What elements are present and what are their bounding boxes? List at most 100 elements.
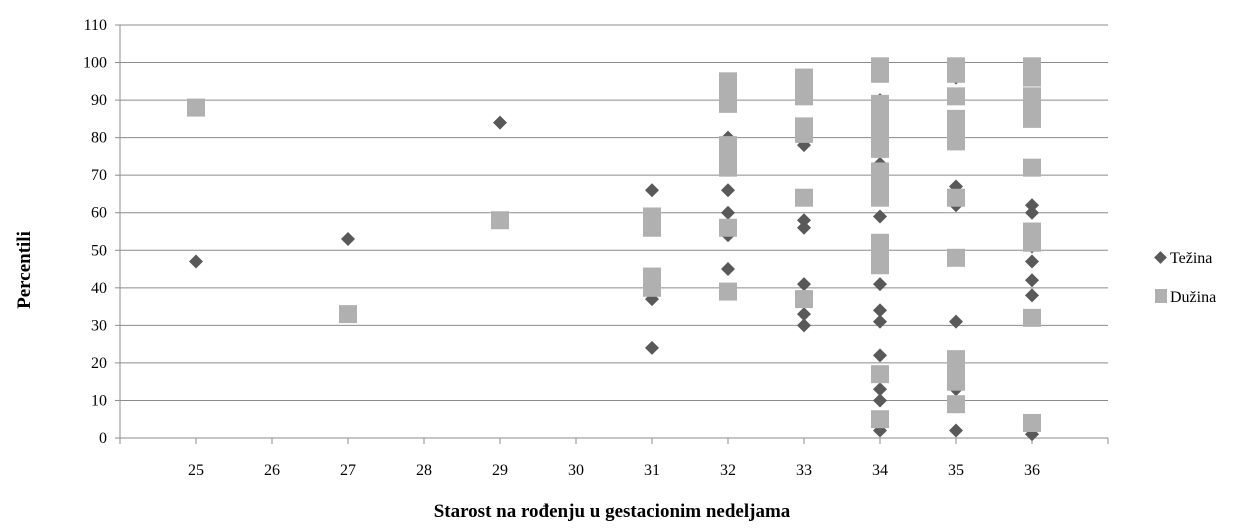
legend-item-duzina: Dužina [1155,289,1216,306]
data-point-square [947,64,965,83]
data-point-square [795,188,813,207]
data-point-square [947,372,965,391]
data-point-square [719,94,737,113]
series-1 [187,57,1041,432]
data-point-square [795,124,813,143]
y-tick-label: 80 [91,130,107,147]
data-point-square [1023,308,1041,327]
data-point-diamond [873,303,887,318]
data-point-diamond [1025,254,1039,269]
x-tick-labels: 25 26 27 28 29 30 31 32 33 34 35 36 [188,462,1040,479]
data-point-diamond [797,318,811,333]
y-tick-label: 60 [91,205,107,222]
data-point-diamond [949,423,963,438]
data-point-square [187,98,205,117]
data-point-diamond [645,340,659,355]
data-point-square [947,248,965,267]
x-tick-label: 34 [872,462,888,479]
legend: Težina Dužina [1154,250,1216,306]
data-point-diamond [1025,205,1039,220]
data-point-diamond [873,314,887,329]
data-point-diamond [873,277,887,292]
data-point-diamond [797,213,811,228]
x-tick-label: 30 [568,462,584,479]
data-point-square [491,211,509,230]
data-point-diamond [949,314,963,329]
x-tick-label: 33 [796,462,812,479]
grid-lines [120,24,1108,401]
axes [115,24,1109,444]
data-point-diamond [721,205,735,220]
data-point-square [719,218,737,237]
legend-marker-diamond [1154,251,1167,264]
y-tick-label: 10 [91,392,107,409]
data-point-square [871,188,889,207]
y-tick-label: 100 [83,55,107,72]
y-tick-label: 40 [91,280,107,297]
x-tick-label: 26 [264,462,280,479]
y-tick-labels: 0 10 20 30 40 50 60 70 80 90 100 110 [83,17,107,447]
series-layer [187,57,1041,442]
x-tick-label: 31 [644,462,660,479]
y-tick-label: 30 [91,317,107,334]
data-point-square [1023,233,1041,252]
series-0 [189,70,1039,442]
legend-label-duzina: Dužina [1170,289,1216,306]
data-point-square [871,64,889,83]
y-tick-label: 90 [91,92,107,109]
legend-item-tezina: Težina [1154,250,1212,267]
data-point-diamond [1025,288,1039,303]
legend-marker-square [1155,289,1167,303]
x-axis-title: Starost na rođenju u gestacionim nedelja… [434,501,791,522]
data-point-square [947,395,965,414]
data-point-square [947,350,965,369]
data-point-square [871,139,889,158]
data-point-diamond [797,220,811,235]
data-point-square [1023,158,1041,177]
data-point-diamond [189,254,203,269]
data-point-diamond [873,382,887,397]
data-point-square [947,188,965,207]
x-tick-label: 25 [188,462,204,479]
data-point-diamond [721,183,735,198]
data-point-square [719,158,737,177]
data-point-diamond [873,209,887,224]
data-point-square [947,87,965,106]
data-point-diamond [493,115,507,130]
x-tick-label: 36 [1024,462,1040,479]
data-point-square [795,290,813,309]
data-point-square [871,256,889,275]
data-point-diamond [873,393,887,408]
y-tick-label: 110 [84,17,107,34]
data-point-diamond [721,262,735,277]
data-point-square [339,305,357,324]
data-point-square [1023,109,1041,128]
data-point-diamond [645,183,659,198]
data-point-square [871,410,889,429]
data-point-square [1023,68,1041,87]
x-tick-label: 27 [340,462,356,479]
data-point-square [871,365,889,384]
x-tick-label: 28 [416,462,432,479]
x-tick-label: 29 [492,462,508,479]
data-point-square [795,87,813,106]
legend-label-tezina: Težina [1170,250,1212,267]
data-point-diamond [797,307,811,322]
y-axis-title: Percentili [14,231,35,309]
x-tick-label: 32 [720,462,736,479]
y-tick-label: 50 [91,242,107,259]
data-point-diamond [1025,273,1039,288]
data-point-square [719,282,737,301]
data-point-square [947,132,965,151]
data-point-square [1023,413,1041,432]
data-point-diamond [341,232,355,247]
data-point-diamond [797,277,811,292]
y-tick-label: 20 [91,355,107,372]
data-point-diamond [873,348,887,363]
data-point-square [871,162,889,181]
data-point-square [643,278,661,297]
y-tick-label: 0 [99,430,107,447]
data-point-diamond [1025,198,1039,213]
data-point-square [643,218,661,237]
